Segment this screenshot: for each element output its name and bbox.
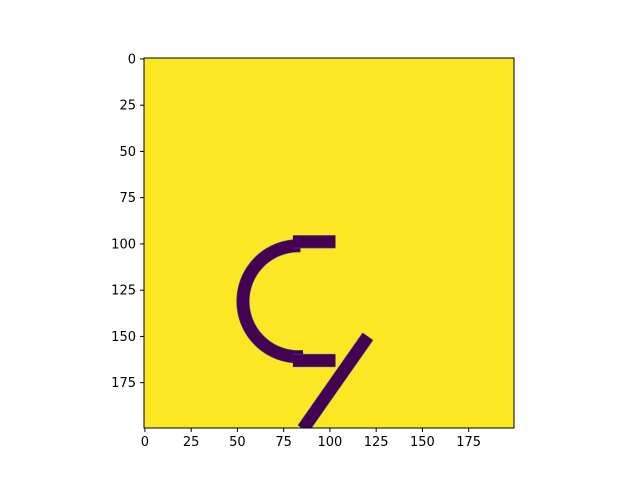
- x-tick-label: 175: [456, 435, 481, 450]
- x-tick-label: 50: [229, 435, 246, 450]
- stroke-arc: [236, 239, 307, 363]
- y-tick-label: 175: [111, 376, 136, 391]
- x-axis: 0 25 50 75 100 125 150 175: [141, 428, 481, 450]
- x-tick-label: 150: [410, 435, 435, 450]
- x-tick-label: 75: [275, 435, 292, 450]
- x-tick-label: 100: [318, 435, 343, 450]
- y-tick-label: 125: [111, 284, 136, 299]
- y-axis: 0 25 50 75 100 125 150 175: [111, 52, 144, 391]
- stroke-diagonal: [298, 332, 373, 428]
- x-tick-label: 0: [141, 435, 149, 450]
- plot-area: [143, 57, 515, 429]
- y-tick-label: 25: [119, 99, 136, 114]
- y-tick-label: 75: [119, 191, 136, 206]
- heatmap-image: [144, 58, 514, 428]
- x-tick-label: 125: [364, 435, 389, 450]
- y-tick-label: 150: [111, 330, 136, 345]
- y-tick-label: 100: [111, 237, 136, 252]
- axes-frame: [143, 57, 515, 429]
- x-tick-label: 25: [183, 435, 200, 450]
- y-tick-label: 50: [119, 145, 136, 160]
- y-tick-label: 0: [128, 52, 136, 67]
